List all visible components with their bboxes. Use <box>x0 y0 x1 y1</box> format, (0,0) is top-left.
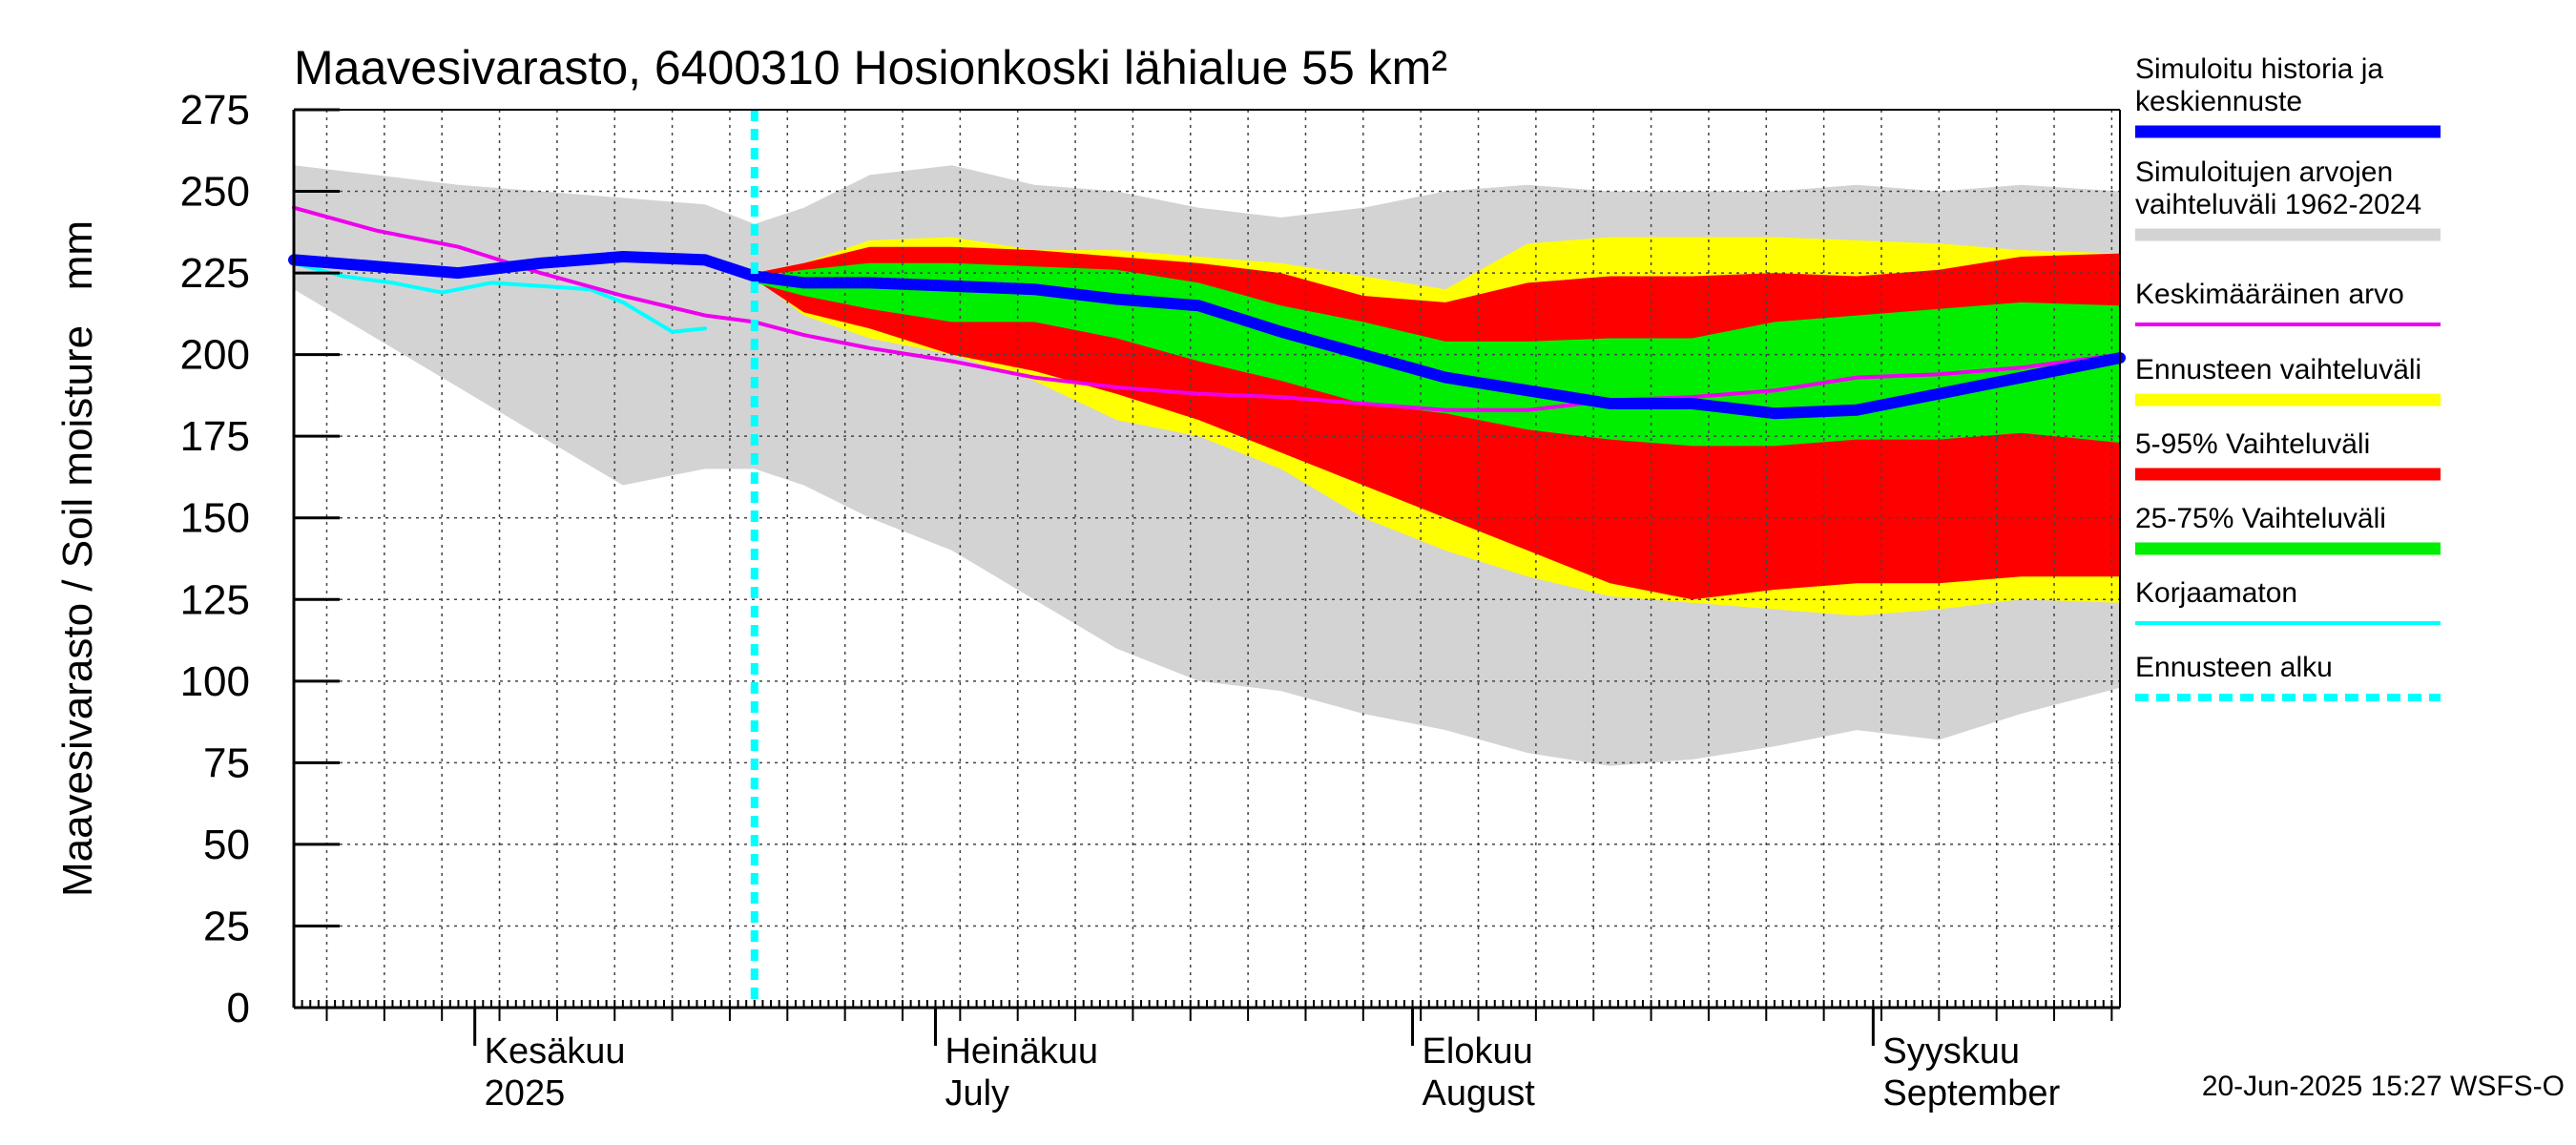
y-tick-label: 100 <box>180 658 250 705</box>
x-month-sublabel: September <box>1882 1073 2060 1114</box>
legend-label: Ennusteen vaihteluväli <box>2135 354 2421 385</box>
y-axis-label: Maavesivarasto / Soil moisture mm <box>54 220 101 897</box>
y-tick-label: 200 <box>180 332 250 379</box>
legend-label: 25-75% Vaihteluväli <box>2135 503 2386 534</box>
y-tick-label: 75 <box>203 739 250 786</box>
x-month-label: Kesäkuu <box>485 1031 626 1072</box>
x-month-label: Heinäkuu <box>945 1031 1098 1072</box>
legend-label: Simuloitujen arvojen vaihteluväli 1962-20… <box>2135 156 2421 220</box>
legend-label: Korjaamaton <box>2135 577 2297 609</box>
y-tick-label: 125 <box>180 576 250 623</box>
legend-label-line: Simuloitu historia ja <box>2135 53 2383 85</box>
y-tick-label: 0 <box>227 985 250 1031</box>
legend-label-line: keskiennuste <box>2135 86 2302 117</box>
y-tick-label: 225 <box>180 250 250 297</box>
x-month-sublabel: August <box>1423 1073 1536 1114</box>
x-month-label: Elokuu <box>1423 1031 1533 1072</box>
y-tick-label: 275 <box>180 87 250 134</box>
legend-label: 5-95% Vaihteluväli <box>2135 428 2370 460</box>
legend-label: Ennusteen alku <box>2135 652 2333 683</box>
y-tick-label: 250 <box>180 169 250 216</box>
x-month-sublabel: 2025 <box>485 1073 566 1114</box>
x-month-label: Syyskuu <box>1882 1031 2020 1072</box>
band-25-75-range <box>754 262 2120 447</box>
chart-title: Maavesivarasto, 6400310 Hosionkoski lähi… <box>294 41 1447 94</box>
y-tick-label: 50 <box>203 822 250 868</box>
series-line-simulated <box>288 251 2126 420</box>
x-month-sublabel: July <box>945 1073 1009 1114</box>
legend-label: Keskimääräinen arvo <box>2135 279 2404 310</box>
legend-label: Simuloitu historia ja keskiennuste <box>2135 53 2383 117</box>
series-line-mean <box>292 205 2122 412</box>
y-tick-label: 175 <box>180 413 250 460</box>
legend-label-line: Simuloitujen arvojen <box>2135 156 2393 188</box>
y-tick-label: 25 <box>203 903 250 949</box>
y-tick-label: 150 <box>180 495 250 542</box>
legend-label-line: vaihteluväli 1962-2024 <box>2135 189 2421 220</box>
timestamp-footer: 20-Jun-2025 15:27 WSFS-O <box>2202 1071 2565 1102</box>
series-line-uncorrected <box>292 260 708 334</box>
